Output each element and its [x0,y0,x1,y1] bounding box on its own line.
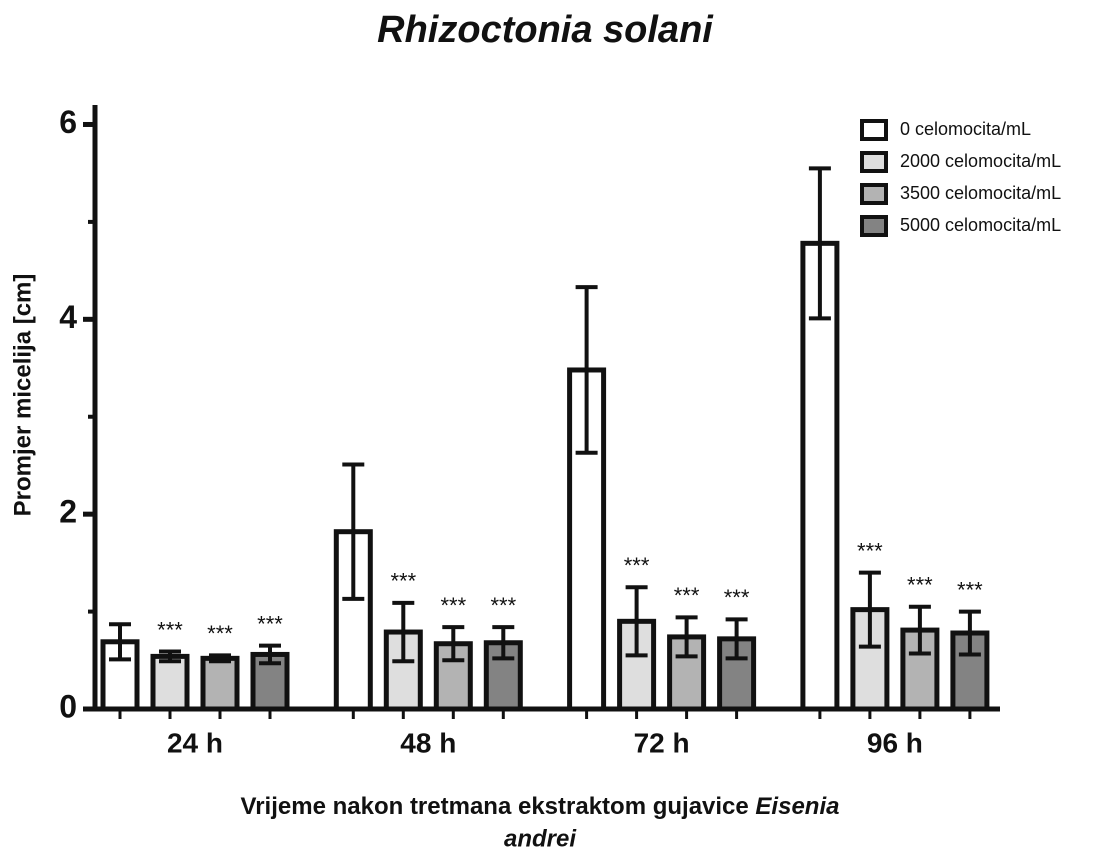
bar [800,240,840,712]
significance-label: *** [907,573,933,598]
significance-label: *** [490,593,516,618]
significance-label: *** [257,611,283,636]
legend-label: 2000 celomocita/mL [900,151,1061,171]
significance-label: *** [207,621,233,646]
x-tick-label: 72 h [634,727,690,758]
y-tick-label: 4 [59,299,77,335]
significance-label: *** [157,617,183,642]
x-tick-label: 96 h [867,727,923,758]
x-axis-label: Vrijeme nakon tretmana ekstraktom gujavi… [241,793,840,820]
x-tick-label: 24 h [167,727,223,758]
bar [617,618,657,712]
significance-label: *** [957,577,983,602]
x-axis-label-part: Vrijeme nakon tretmana ekstraktom gujavi… [241,793,749,820]
legend-label: 5000 celomocita/mL [900,215,1061,235]
legend-swatch [860,151,888,173]
bar [200,655,240,712]
y-tick-label: 0 [59,688,77,724]
y-tick-label: 6 [59,104,77,140]
x-axis-label-part: Eisenia [755,793,839,820]
bar [150,653,190,712]
legend-label: 0 celomocita/mL [900,119,1031,139]
y-axis-label: Promjer micelija [cm] [9,274,36,517]
legend-swatch [860,119,888,141]
legend-label: 3500 celomocita/mL [900,183,1061,203]
significance-label: *** [390,569,416,594]
x-axis-label-part: andrei [504,825,577,852]
legend-swatch [860,215,888,237]
significance-label: *** [624,553,650,578]
bar [333,529,373,712]
significance-label: *** [724,585,750,610]
x-tick-label: 48 h [400,727,456,758]
significance-label: *** [440,593,466,618]
legend-swatch [860,183,888,205]
chart-title: Rhizoctonia solani [377,9,714,51]
significance-label: *** [674,583,700,608]
y-tick-label: 2 [59,494,77,530]
significance-label: *** [857,538,883,563]
